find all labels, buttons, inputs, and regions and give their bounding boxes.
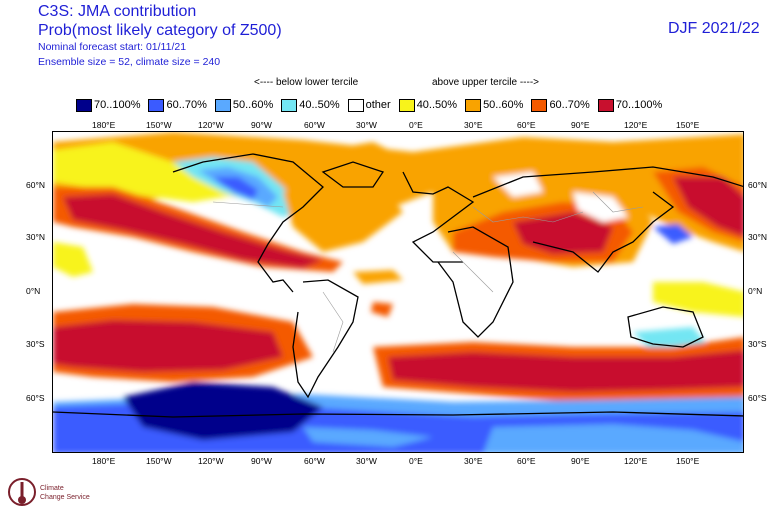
- color-legend: 70..100% 60..70% 50..60% 40..50% other 40..50…: [76, 97, 670, 113]
- legend-item: 50..60%: [214, 97, 274, 113]
- longitude-tick-label: 90°W: [251, 120, 272, 130]
- longitude-tick-label: 0°E: [409, 456, 423, 466]
- longitude-tick-label: 150°W: [146, 456, 172, 466]
- above-tercile-label: above upper tercile ---->: [432, 77, 539, 88]
- latitude-tick-label: 60°N: [26, 180, 45, 190]
- logo-text-1: Climate: [40, 485, 64, 492]
- latitude-tick-label: 30°S: [748, 339, 767, 349]
- longitude-tick-label: 90°E: [571, 120, 590, 130]
- longitude-tick-label: 150°E: [676, 120, 700, 130]
- probability-map: [52, 131, 744, 453]
- legend-item: 70..100%: [597, 97, 663, 113]
- longitude-tick-label: 30°W: [356, 120, 377, 130]
- longitude-tick-label: 120°W: [198, 120, 224, 130]
- chart-subtitle: Prob(most likely category of Z500): [38, 22, 282, 39]
- latitude-tick-label: 0°N: [26, 286, 41, 296]
- forecast-start-text: Nominal forecast start: 01/11/21: [38, 41, 187, 53]
- longitude-tick-label: 30°E: [464, 120, 483, 130]
- below-tercile-label: <---- below lower tercile: [254, 77, 359, 88]
- latitude-tick-label: 30°N: [26, 232, 45, 242]
- probability-fields: [53, 132, 743, 452]
- latitude-tick-label: 30°N: [748, 232, 767, 242]
- legend-swatch: [281, 98, 298, 112]
- ensemble-size-text: Ensemble size = 52, climate size = 240: [38, 56, 221, 68]
- latitude-tick-label: 0°N: [748, 286, 763, 296]
- longitude-tick-label: 150°W: [146, 120, 172, 130]
- longitude-tick-label: 90°E: [571, 456, 590, 466]
- copernicus-logo: Climate Change Service: [4, 474, 104, 519]
- legend-label: 50..60%: [232, 99, 274, 111]
- longitude-tick-label: 60°E: [517, 120, 536, 130]
- legend-swatch: [214, 98, 231, 112]
- legend-label: 50..60%: [483, 99, 524, 111]
- longitude-tick-label: 30°W: [356, 456, 377, 466]
- legend-swatch: [531, 98, 548, 112]
- legend-label: 40..50%: [299, 99, 340, 111]
- longitude-tick-label: 0°E: [409, 120, 423, 130]
- longitude-tick-label: 120°E: [624, 456, 648, 466]
- legend-swatch: [597, 98, 614, 112]
- longitude-tick-label: 150°E: [676, 456, 700, 466]
- legend-item: 40..50%: [398, 97, 458, 113]
- country-borders: [212, 191, 644, 353]
- longitude-tick-label: 60°W: [304, 456, 325, 466]
- legend-item: 40..50%: [281, 97, 340, 113]
- legend-swatch: [148, 98, 165, 112]
- longitude-tick-label: 60°W: [304, 120, 325, 130]
- longitude-tick-label: 90°W: [251, 456, 272, 466]
- legend-label: other: [365, 99, 391, 111]
- legend-swatch: [347, 98, 364, 112]
- legend-label: 60..70%: [549, 99, 590, 111]
- longitude-tick-label: 120°E: [624, 120, 648, 130]
- chart-title: C3S: JMA contribution: [38, 3, 197, 20]
- longitude-tick-label: 180°E: [92, 120, 116, 130]
- legend-swatch: [76, 98, 92, 112]
- legend-item: 50..60%: [465, 97, 523, 113]
- season-label: DJF 2021/22: [668, 20, 760, 37]
- latitude-tick-label: 60°S: [748, 393, 767, 403]
- latitude-tick-label: 30°S: [26, 339, 45, 349]
- legend-label: 40..50%: [416, 99, 458, 111]
- coastlines: [53, 153, 743, 418]
- longitude-tick-label: 180°E: [92, 456, 116, 466]
- longitude-tick-label: 30°E: [464, 456, 483, 466]
- legend-label: 60..70%: [166, 99, 207, 111]
- legend-label: 70..100%: [94, 99, 141, 111]
- legend-item: other: [347, 97, 391, 113]
- legend-item: 60..70%: [148, 97, 207, 113]
- longitude-tick-label: 60°E: [517, 456, 536, 466]
- longitude-tick-label: 120°W: [198, 456, 224, 466]
- legend-label: 70..100%: [615, 99, 663, 111]
- latitude-tick-label: 60°S: [26, 393, 45, 403]
- legend-item: 60..70%: [531, 97, 590, 113]
- legend-swatch: [465, 98, 482, 112]
- map-canvas: [53, 132, 743, 452]
- logo-text-2: Change Service: [40, 494, 90, 501]
- latitude-tick-label: 60°N: [748, 180, 767, 190]
- legend-swatch: [398, 98, 415, 112]
- legend-item: 70..100%: [76, 97, 140, 113]
